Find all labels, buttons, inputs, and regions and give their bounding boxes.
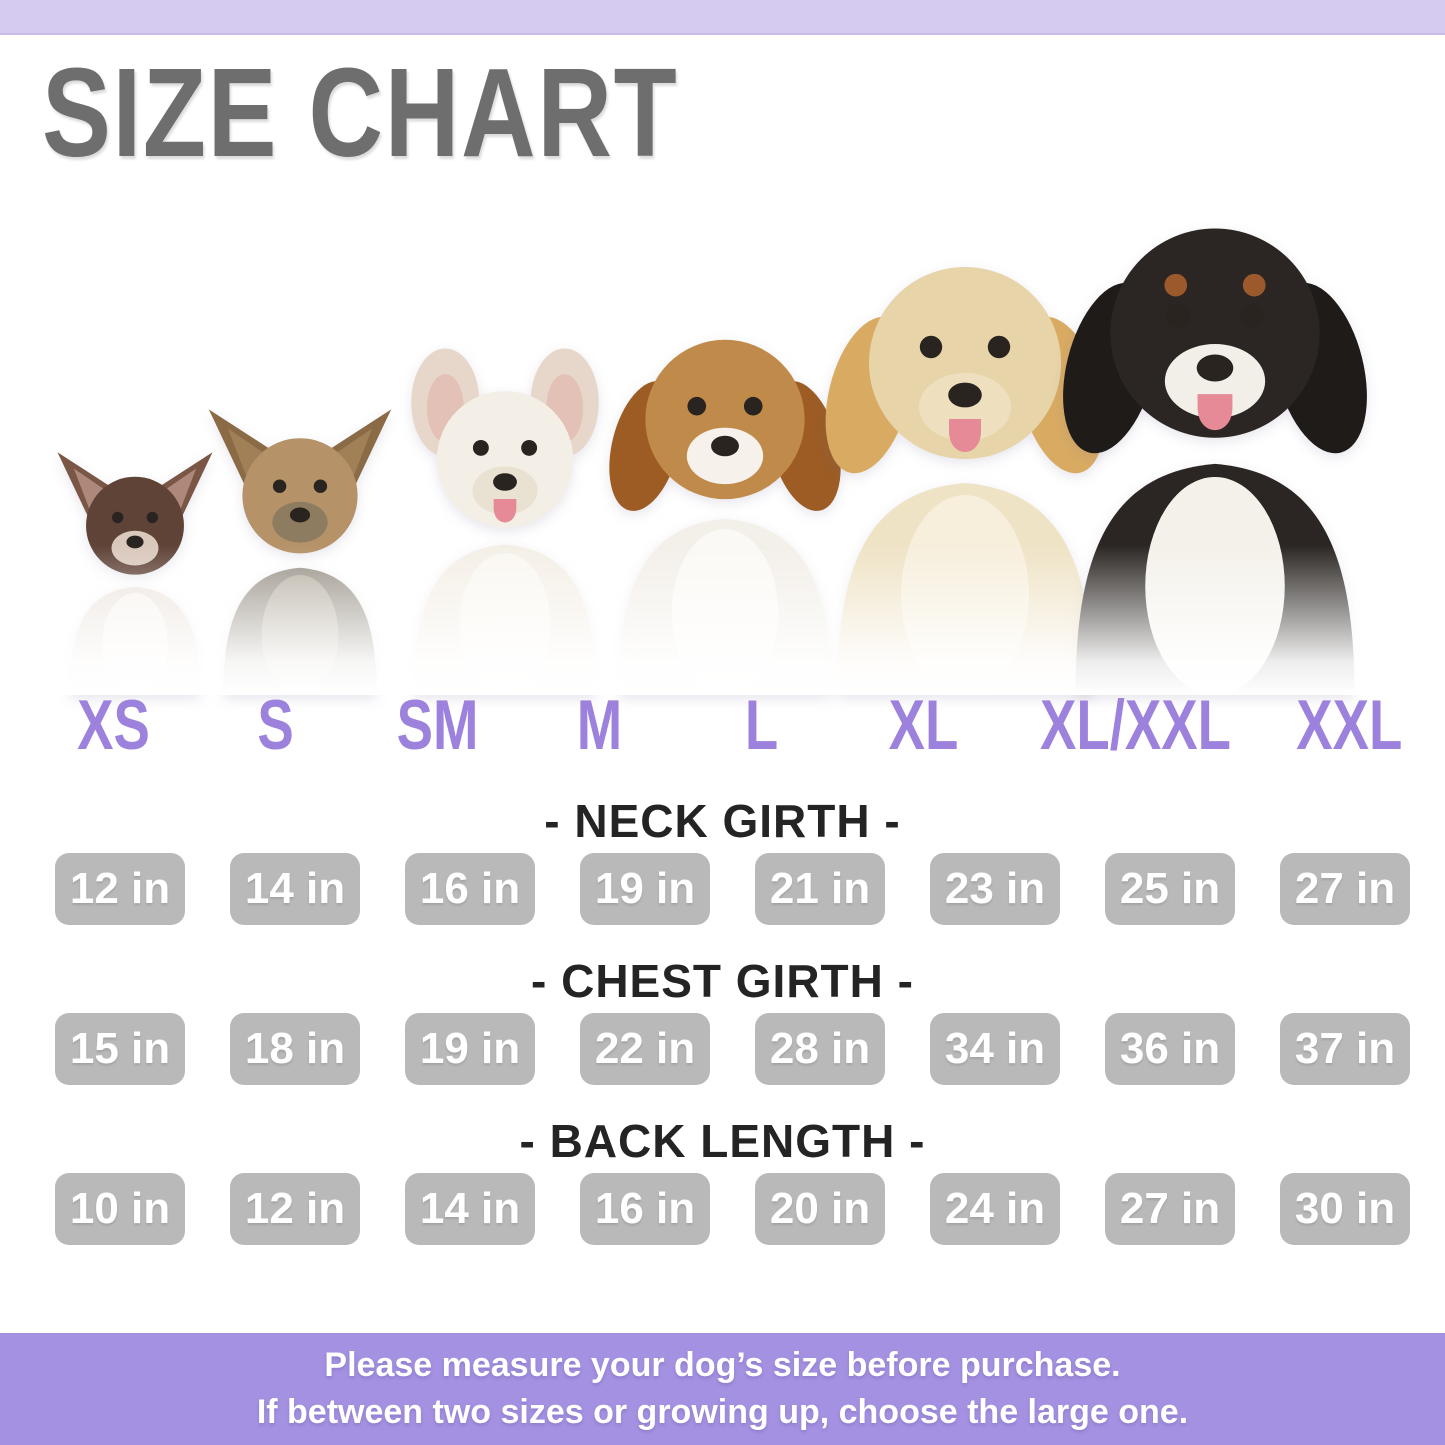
- back-length-pill: 14 in: [405, 1173, 535, 1245]
- size-label-xs: XS: [77, 685, 150, 765]
- size-label-s: S: [257, 685, 294, 765]
- back-length-pill: 16 in: [580, 1173, 710, 1245]
- chest-girth-pill: 15 in: [55, 1013, 185, 1085]
- chest-girth-pill: 36 in: [1105, 1013, 1235, 1085]
- back-length-pill: 20 in: [755, 1173, 885, 1245]
- chest-girth-heading: - CHEST GIRTH -: [531, 955, 914, 1007]
- back-length-pill: 27 in: [1105, 1173, 1235, 1245]
- neck-girth-pill: 23 in: [930, 853, 1060, 925]
- page-title: SIZE CHART: [42, 42, 679, 183]
- size-label-xl-xxl: XL/XXL: [1040, 685, 1232, 765]
- chest-girth-row: 15 in 18 in 19 in 22 in 28 in 34 in 36 in 37 in: [55, 1013, 1410, 1085]
- back-length-pill: 24 in: [930, 1173, 1060, 1245]
- neck-girth-pill: 19 in: [580, 853, 710, 925]
- neck-girth-heading: - NECK GIRTH -: [544, 795, 901, 847]
- back-length-pill: 30 in: [1280, 1173, 1410, 1245]
- chest-girth-pill: 34 in: [930, 1013, 1060, 1085]
- chest-girth-pill: 37 in: [1280, 1013, 1410, 1085]
- back-length-heading: - BACK LENGTH -: [519, 1115, 926, 1167]
- size-label-l: L: [745, 685, 779, 765]
- neck-girth-pill: 27 in: [1280, 853, 1410, 925]
- neck-girth-pill: 14 in: [230, 853, 360, 925]
- neck-girth-pill: 21 in: [755, 853, 885, 925]
- size-label-m: M: [576, 685, 623, 765]
- size-label-xl: XL: [888, 685, 959, 765]
- back-length-pill: 12 in: [230, 1173, 360, 1245]
- chest-girth-pill: 18 in: [230, 1013, 360, 1085]
- chest-girth-pill: 19 in: [405, 1013, 535, 1085]
- back-length-row: 10 in 12 in 14 in 16 in 20 in 24 in 27 in 30 in: [55, 1173, 1410, 1245]
- dog-fade-overlay: [0, 545, 1445, 695]
- size-label-row: XS S SM M L XL XL/XXL XXL: [55, 686, 1410, 765]
- neck-girth-pill: 16 in: [405, 853, 535, 925]
- footer-line-1: Please measure your dog’s size before pu…: [324, 1346, 1121, 1384]
- top-border-strip: [0, 0, 1445, 35]
- footer-line-2: If between two sizes or growing up, choo…: [256, 1393, 1189, 1431]
- size-label-xxl: XXL: [1296, 685, 1403, 765]
- footer-note: Please measure your dog’s size before pu…: [0, 1333, 1445, 1445]
- back-length-pill: 10 in: [55, 1173, 185, 1245]
- neck-girth-pill: 12 in: [55, 853, 185, 925]
- chest-girth-pill: 28 in: [755, 1013, 885, 1085]
- neck-girth-pill: 25 in: [1105, 853, 1235, 925]
- neck-girth-row: 12 in 14 in 16 in 19 in 21 in 23 in 25 in 27 in: [55, 853, 1410, 925]
- chest-girth-pill: 22 in: [580, 1013, 710, 1085]
- size-label-sm: SM: [396, 685, 479, 765]
